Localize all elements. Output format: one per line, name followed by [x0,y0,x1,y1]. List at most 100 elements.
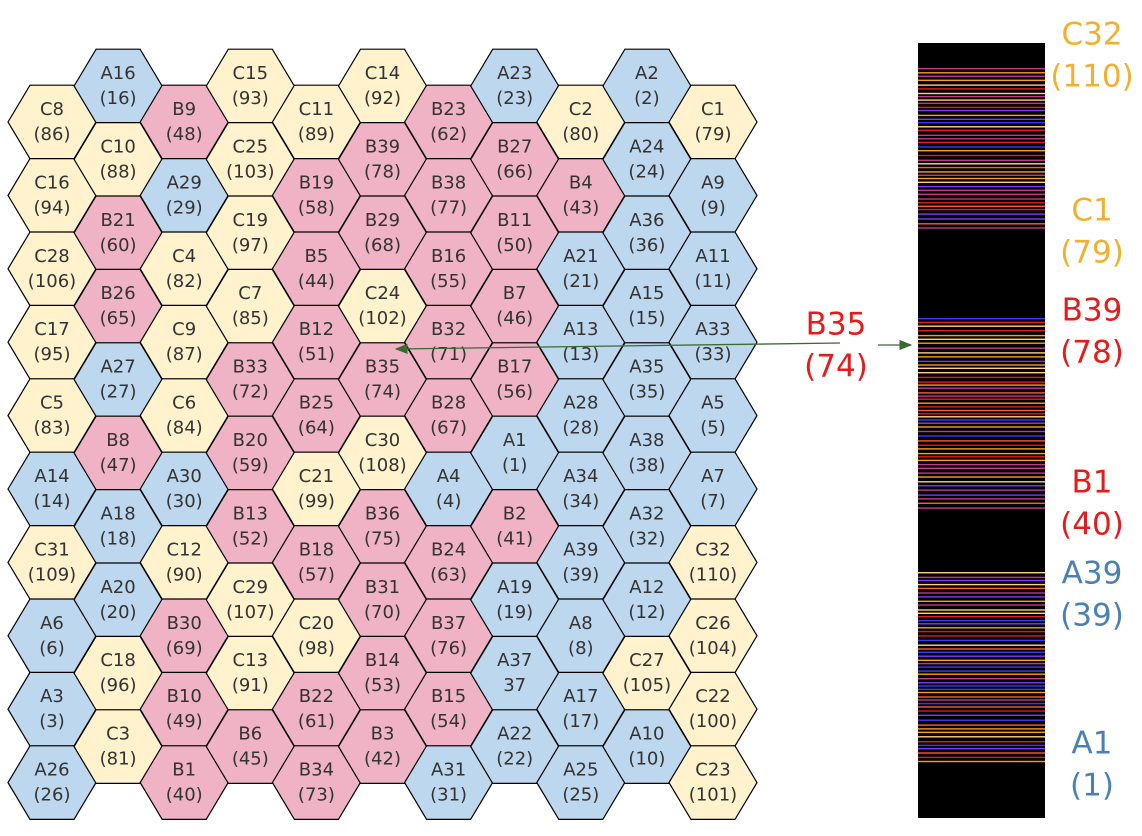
hex-cell: A34 (34) [536,451,626,527]
hex-cell: C19 (97) [205,195,295,271]
hex-number: (5) [700,418,726,439]
hex-number: (12) [628,602,665,623]
hex-cell: B36 (75) [337,489,428,564]
stripe [918,422,1045,424]
stripe [918,398,1045,400]
hex-name: B32 [431,319,466,340]
stripe [918,367,1045,369]
hex-number: (88) [100,161,137,182]
bar-label-number: (39) [1060,598,1124,634]
stripe [918,171,1045,173]
hex-name: B25 [299,393,334,414]
hex-cell: C9 (87) [139,304,229,380]
hex-number: (82) [166,271,203,292]
hex-name: C9 [172,319,196,340]
stripe [918,688,1045,691]
hex-name: C32 [695,539,730,560]
hex-number: (20) [100,602,137,623]
hex-cell: A8(8) [536,598,626,674]
stripe [918,126,1045,128]
stripe [918,731,1045,733]
hex-name: B2 [503,503,527,524]
hex-name: B7 [503,283,527,304]
hex-cell: B10 (49) [139,671,229,747]
hex-number: (97) [232,235,269,256]
hex-number: (35) [628,382,665,403]
stripe [918,99,1045,101]
hex-name: A24 [629,136,664,157]
hex-number: (58) [298,197,335,218]
bar-label-number: (40) [1060,507,1124,543]
stripe [918,213,1045,215]
hex-name: C3 [106,724,130,745]
hex-number: (54) [430,711,467,732]
hex-number: (95) [34,344,71,365]
hex-name: B38 [431,172,466,193]
stripe [918,356,1045,358]
stripe [918,381,1045,383]
hex-cell: C22 (100) [668,671,758,747]
hex-cell: A38 (38) [602,415,692,491]
stripe [918,163,1045,165]
hex-cell: C23 (101) [668,745,758,821]
stripe [918,702,1045,705]
hex-number: (57) [298,564,335,585]
hex-name: C8 [40,99,64,120]
hex-cell: B7 (46) [470,268,560,344]
hex-cell: B25 (64) [271,378,362,453]
hex-number: (21) [562,271,599,292]
stripe [918,435,1045,437]
hex-name: C30 [365,430,400,451]
hex-number: (52) [232,528,269,549]
hex-cell: A10 (10) [602,709,692,785]
hex-name: B1 [172,760,196,781]
hex-cell: A35 (35) [602,342,692,417]
stripe [918,392,1045,394]
stripe [918,416,1045,418]
hex-number: (64) [298,418,335,439]
hex-name: A6 [40,613,64,634]
stripe [918,227,1045,229]
stripe [918,696,1045,698]
stripe [918,134,1045,136]
hex-cell: A33 (33) [668,304,758,380]
stripe [918,185,1045,188]
hex-number: (84) [166,418,203,439]
hex-number: (23) [496,88,533,109]
bar-label-name: B39 [1062,293,1123,329]
stripe [918,426,1045,428]
hex-name: A31 [431,760,466,781]
hex-number: (94) [34,197,71,218]
stripe [918,627,1045,629]
hex-number: (68) [364,235,401,256]
hex-cell: B16 (55) [403,231,494,307]
hex-number: (90) [166,564,203,585]
hex-number: (6) [39,638,65,659]
hex-cell: C16 (94) [7,158,97,233]
stripe [918,728,1045,730]
hex-number: (93) [232,88,269,109]
hex-cell: C4 (82) [139,231,229,307]
bar-label-name: A39 [1062,556,1123,592]
hex-number: (74) [364,382,401,403]
stripe [918,685,1045,687]
hex-cell: A17 (17) [536,671,626,747]
stripe [918,138,1045,140]
hex-cell: B31 (70) [337,562,428,638]
stripe [918,494,1045,496]
hex-name: C6 [172,393,196,414]
hex-cell: C17 (95) [7,304,97,380]
hex-name: A19 [497,577,532,598]
hex-name: B34 [299,760,334,781]
stripe [918,583,1045,586]
stripe [918,430,1045,433]
hex-name: B13 [233,503,268,524]
stripe [918,481,1045,483]
hex-number: (99) [298,491,335,512]
hex-cell: C18 (96) [73,635,163,711]
stripe [918,440,1045,442]
hex-name: A37 [497,650,532,671]
hex-name: C19 [233,210,268,231]
stripe [918,79,1045,81]
